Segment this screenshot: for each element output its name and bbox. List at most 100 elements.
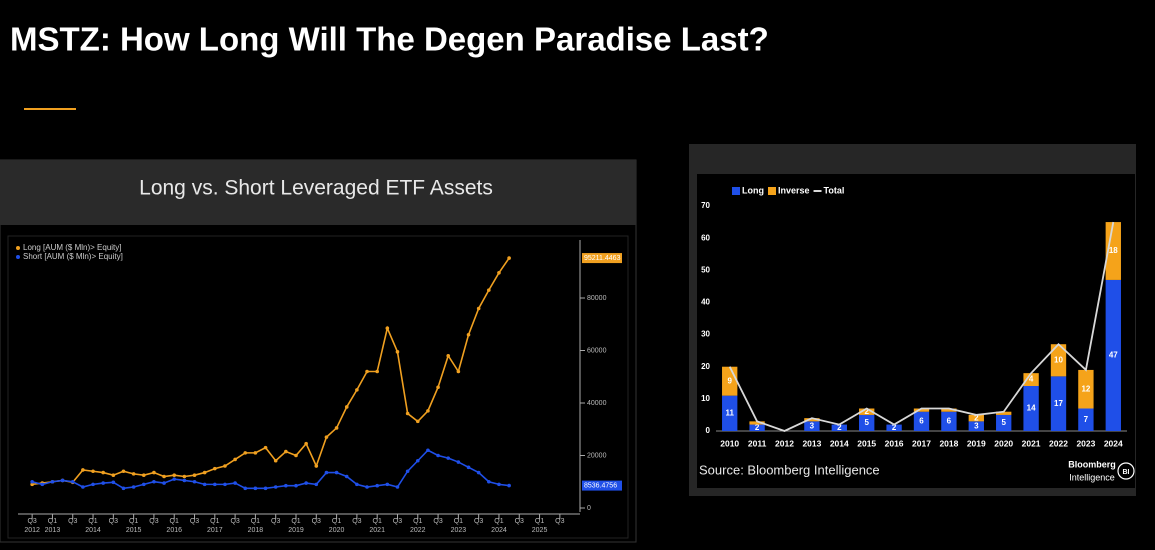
data-label: 7 [1084,415,1089,424]
point [213,482,217,487]
point [263,486,268,491]
point [375,483,379,488]
point [91,482,95,487]
x-tick-label: Q1 [373,518,382,525]
y-tick-label: 40 [701,298,710,307]
point [223,464,227,468]
y-tick-label: 0 [587,505,591,512]
point [446,456,451,460]
x-tick-sublabel: 2019 [288,527,304,534]
point [487,288,491,292]
point [253,486,258,491]
point [355,482,359,487]
point [324,470,329,475]
x-tick-label: Q3 [352,518,361,525]
y-tick-label: 40000 [587,400,607,407]
legend-label: Short [AUM ($ Mln)> Equity] [23,252,123,261]
point [487,479,491,484]
x-tick-label: Q3 [27,518,36,525]
data-label: 6 [947,416,952,425]
x-tick-label: 2022 [1049,438,1068,448]
point [30,482,34,487]
data-label: 18 [1109,246,1118,255]
bar-segment [968,421,984,431]
point [243,486,248,491]
point [334,470,339,475]
x-tick-sublabel: 2016 [166,527,182,534]
point [192,473,197,477]
x-tick-label: 2012 [775,438,794,448]
point [101,470,105,475]
x-tick-label: Q1 [251,518,260,525]
x-tick-label: Q1 [535,518,544,525]
x-tick-label: 2013 [802,438,821,448]
data-label: 12 [1081,384,1090,393]
x-tick-label: Q3 [474,518,483,525]
point [121,486,126,491]
x-tick-label: Q1 [291,518,300,525]
left-header [0,160,636,225]
bar-segment [913,411,930,431]
x-tick-label: 2019 [967,438,986,448]
x-tick-label: 2014 [830,438,849,448]
point [385,482,390,487]
bar-segment [941,411,957,431]
x-tick-sublabel: 2013 [45,527,61,534]
point [81,468,85,472]
point [497,271,501,275]
end-label: 8536.4756 [584,482,617,489]
x-tick-label: Q3 [68,518,77,525]
point [202,482,207,487]
point [162,481,166,485]
data-label: 4 [1029,375,1034,384]
source: Source: Bloomberg Intelligence [699,462,880,477]
point [223,482,227,487]
point [446,353,451,358]
point [405,469,410,474]
bar-segment [1078,408,1094,431]
x-tick-label: Q1 [48,518,57,525]
point [192,479,197,484]
x-tick-label: Q1 [88,518,97,525]
point [111,473,116,477]
point [294,453,298,458]
point [213,466,217,471]
legend-label: Total [824,185,845,195]
point [202,470,207,475]
data-label: 2 [837,423,842,432]
logo-text: Intelligence [1069,472,1115,482]
bar-segment [941,408,957,412]
bar-segment [886,424,902,431]
bar-segment [1105,279,1121,431]
point [507,256,511,260]
legend-label: Inverse [778,185,810,195]
total-line [728,221,1115,432]
data-label: 3 [974,421,979,430]
point [365,369,369,374]
bar-segment [1050,376,1067,431]
point [415,458,420,463]
point [121,469,126,474]
x-tick-label: Q3 [555,518,564,525]
bar-segment [996,411,1012,415]
x-tick-label: 2021 [1022,438,1041,448]
point [152,470,156,475]
x-tick-sublabel: 2024 [491,527,507,534]
data-label: 9 [727,376,732,385]
bar-segment [996,414,1012,431]
x-tick-label: 2016 [885,438,904,448]
x-tick-label: Q3 [190,518,199,525]
x-tick-label: Q1 [413,518,422,525]
bar-segment [804,418,820,422]
x-tick-sublabel: 2025 [532,527,548,534]
data-label: 2 [892,423,897,432]
point [152,479,156,484]
y-tick-label: 0 [706,426,711,435]
x-tick-label: Q3 [515,518,524,525]
x-tick-label: Q3 [433,518,442,525]
x-tick-label: 2020 [994,438,1013,448]
bar-segment [1105,222,1121,280]
point [405,411,410,416]
point [294,483,298,488]
